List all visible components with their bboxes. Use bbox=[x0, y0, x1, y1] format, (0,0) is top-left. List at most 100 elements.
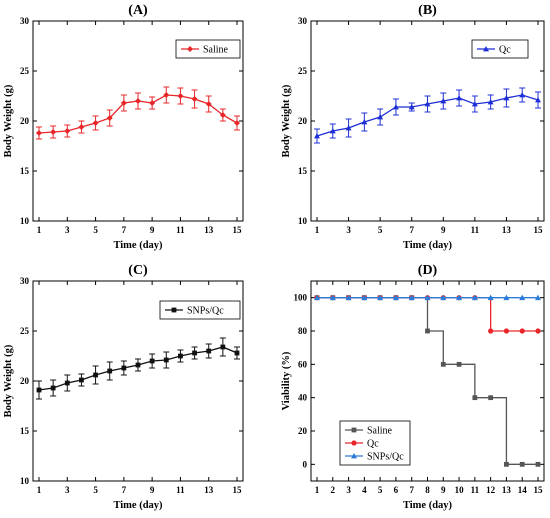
data-point bbox=[314, 133, 320, 139]
x-tick-label: 9 bbox=[150, 225, 155, 235]
data-point bbox=[345, 294, 352, 301]
data-point bbox=[314, 294, 320, 301]
data-point bbox=[192, 350, 197, 356]
data-point bbox=[106, 115, 113, 121]
x-tick-label: 7 bbox=[122, 225, 127, 235]
data-point bbox=[234, 350, 240, 356]
x-axis-label: Time (day) bbox=[403, 240, 453, 251]
data-point bbox=[191, 96, 198, 102]
y-tick-label: 15 bbox=[298, 166, 308, 176]
x-tick-label: 13 bbox=[204, 485, 214, 495]
series-snps-qc bbox=[36, 337, 240, 400]
x-tick-label: 13 bbox=[204, 225, 214, 235]
x-tick-label: 7 bbox=[122, 485, 127, 495]
data-point bbox=[361, 294, 368, 301]
y-tick-label: 30 bbox=[298, 16, 308, 26]
x-tick-label: 15 bbox=[534, 485, 544, 495]
data-point bbox=[535, 328, 541, 334]
x-tick-label: 11 bbox=[176, 225, 185, 235]
data-point bbox=[135, 98, 141, 104]
x-tick-label: 1 bbox=[315, 485, 320, 495]
x-tick-label: 3 bbox=[65, 485, 70, 495]
x-tick-label: 7 bbox=[409, 225, 414, 235]
x-tick-label: 11 bbox=[471, 225, 480, 235]
data-point bbox=[220, 344, 226, 350]
x-tick-label: 4 bbox=[362, 485, 367, 495]
legend-marker bbox=[351, 440, 357, 446]
data-point bbox=[135, 362, 141, 368]
chart-title: (D) bbox=[418, 263, 438, 278]
data-point bbox=[205, 101, 212, 107]
x-tick-label: 9 bbox=[441, 225, 446, 235]
data-point bbox=[425, 328, 430, 334]
data-point bbox=[504, 461, 509, 467]
x-tick-label: 10 bbox=[455, 485, 465, 495]
legend-box bbox=[159, 300, 241, 320]
chart-title: (B) bbox=[418, 3, 437, 18]
data-point bbox=[361, 119, 368, 125]
data-point bbox=[149, 358, 155, 364]
y-tick-label: 15 bbox=[20, 426, 30, 436]
data-point bbox=[377, 114, 384, 120]
data-point bbox=[206, 348, 212, 354]
legend-label: Saline bbox=[367, 426, 393, 437]
legend-box bbox=[175, 39, 241, 59]
x-tick-label: 11 bbox=[176, 485, 185, 495]
y-tick-label: 30 bbox=[20, 16, 30, 26]
y-axis-label: Body Weight (g) bbox=[3, 84, 14, 157]
x-tick-label: 9 bbox=[150, 485, 155, 495]
y-tick-label: 25 bbox=[20, 66, 30, 76]
data-point bbox=[149, 100, 156, 106]
data-point bbox=[535, 461, 541, 467]
legend: Qc bbox=[471, 39, 529, 59]
data-point bbox=[120, 100, 127, 106]
x-tick-label: 1 bbox=[37, 485, 42, 495]
data-point bbox=[79, 377, 84, 383]
x-tick-label: 15 bbox=[233, 225, 243, 235]
x-tick-label: 15 bbox=[233, 485, 243, 495]
y-tick-label: 10 bbox=[20, 216, 30, 226]
data-point bbox=[36, 130, 42, 136]
y-tick-label: 25 bbox=[20, 326, 30, 336]
y-tick-label: 20 bbox=[298, 426, 308, 436]
y-tick-label: 10 bbox=[298, 216, 308, 226]
chart-title: (A) bbox=[128, 3, 148, 18]
x-tick-label: 5 bbox=[93, 485, 98, 495]
x-tick-label: 15 bbox=[534, 225, 544, 235]
data-point bbox=[92, 120, 99, 126]
data-point bbox=[377, 294, 384, 301]
x-tick-label: 7 bbox=[409, 485, 414, 495]
data-point bbox=[219, 112, 226, 118]
y-tick-label: 40 bbox=[298, 393, 308, 403]
data-point bbox=[440, 361, 446, 367]
x-tick-label: 9 bbox=[441, 485, 446, 495]
x-tick-label: 2 bbox=[331, 485, 336, 495]
y-tick-label: 20 bbox=[298, 116, 308, 126]
data-point bbox=[408, 294, 415, 301]
data-point bbox=[440, 294, 447, 301]
data-point bbox=[488, 328, 494, 334]
data-point bbox=[392, 104, 399, 110]
data-point bbox=[488, 395, 494, 401]
data-point bbox=[121, 365, 127, 371]
x-axis-label: Time (day) bbox=[113, 500, 163, 511]
x-tick-label: 13 bbox=[502, 485, 512, 495]
data-point bbox=[345, 125, 352, 131]
data-point bbox=[50, 129, 57, 135]
data-point bbox=[535, 294, 541, 301]
series-saline bbox=[36, 86, 240, 140]
data-point bbox=[519, 461, 525, 467]
y-tick-label: 25 bbox=[298, 66, 308, 76]
data-point bbox=[472, 395, 478, 401]
data-point bbox=[163, 357, 169, 363]
x-tick-label: 3 bbox=[346, 485, 351, 495]
legend-marker bbox=[351, 453, 357, 459]
x-tick-label: 8 bbox=[425, 485, 430, 495]
series-qc bbox=[314, 87, 541, 144]
data-point bbox=[424, 294, 431, 301]
data-point bbox=[50, 385, 56, 391]
legend-marker bbox=[483, 46, 489, 52]
x-tick-label: 6 bbox=[394, 485, 399, 495]
